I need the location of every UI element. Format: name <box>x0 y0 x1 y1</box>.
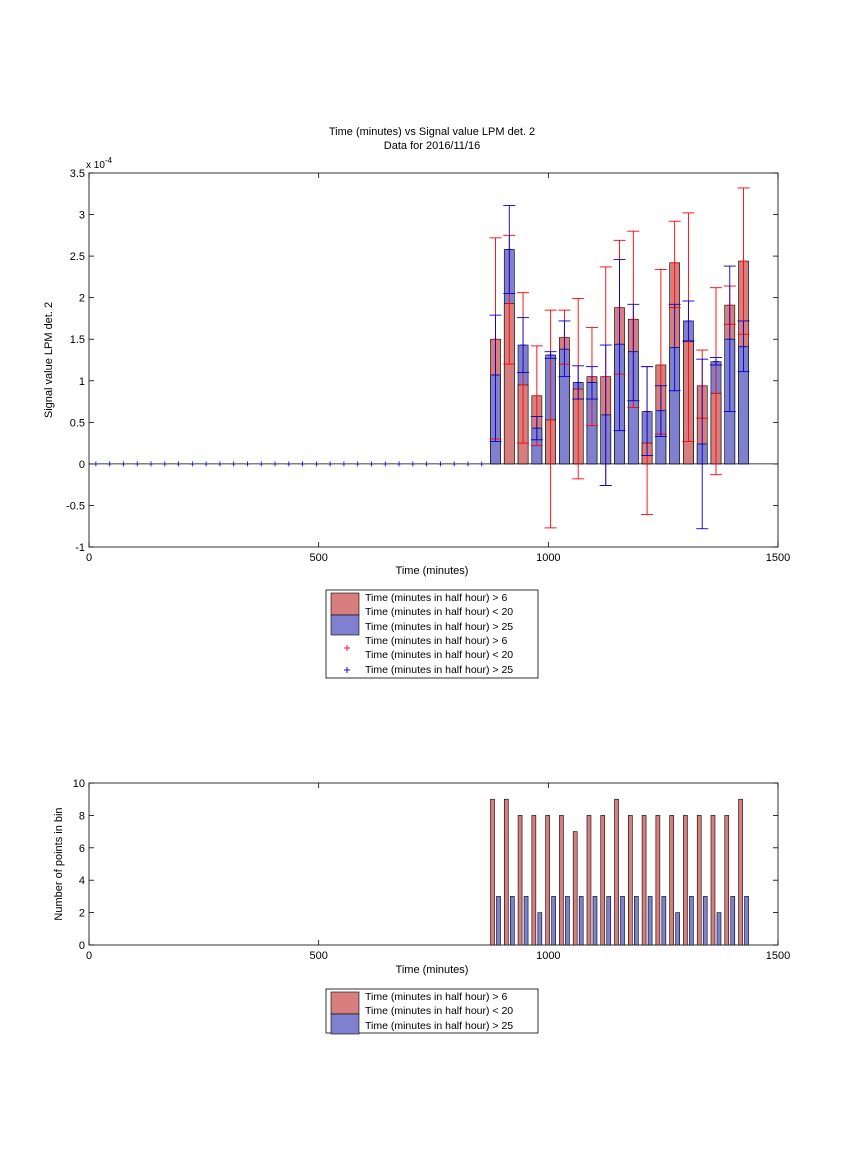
count-bar-red <box>614 798 619 946</box>
y-tick-label: 4 <box>79 875 85 887</box>
count-bar-red <box>710 815 716 946</box>
legend-label: Time (minutes in half hour) < 20 <box>365 649 513 661</box>
chart1-exponent: x 10-4 <box>86 156 113 171</box>
x-tick-label: 0 <box>86 950 92 962</box>
count-bar-blue <box>565 896 570 946</box>
x-tick-label: 1000 <box>536 950 560 962</box>
legend-box <box>325 988 539 1034</box>
y-tick-label: 3.5 <box>70 168 85 180</box>
count-bar-red <box>683 815 688 946</box>
legend-label: Time (minutes in half hour) < 20 <box>365 606 513 618</box>
count-bar-red <box>600 815 606 946</box>
count-bar-red <box>559 815 564 946</box>
legend-label: Time (minutes in half hour) > 6 <box>365 592 507 604</box>
count-bar-blue <box>523 896 529 946</box>
count-bar-red <box>545 815 550 946</box>
count-bar-blue <box>606 896 612 946</box>
legend-swatch-red <box>330 991 360 1015</box>
legend-box <box>325 589 539 679</box>
chart2-axes-box <box>88 782 779 946</box>
count-bar-red <box>724 815 730 946</box>
count-bar-blue <box>496 896 501 946</box>
legend-label: Time (minutes in half hour) > 6 <box>365 991 507 1003</box>
count-bar-red <box>517 815 523 946</box>
legend-label: Time (minutes in half hour) > 25 <box>365 1020 513 1032</box>
exponent-base: x 10 <box>86 160 105 171</box>
y-tick-label: 2 <box>79 293 85 305</box>
y-tick-label: 8 <box>79 810 85 822</box>
y-tick-label: 2.5 <box>70 251 85 263</box>
count-bar-blue <box>730 896 736 946</box>
count-bar-red <box>531 815 537 946</box>
y-tick-label: 0 <box>79 940 85 952</box>
count-bar-blue <box>744 896 749 946</box>
exponent-power: -4 <box>105 156 113 165</box>
chart2-legend: Time (minutes in half hour) > 6 Time (min… <box>325 988 539 1035</box>
count-bar-red <box>641 815 647 946</box>
y-tick-label: 2 <box>79 908 85 920</box>
legend-label: Time (minutes in half hour) > 6 <box>365 635 507 647</box>
count-bar-blue <box>716 912 722 946</box>
x-tick-label: 500 <box>309 552 327 564</box>
count-bar-blue <box>620 896 625 946</box>
legend-swatch-red <box>330 592 360 616</box>
count-bar-blue <box>675 912 680 946</box>
count-bar-red <box>503 798 509 946</box>
count-bar-red <box>655 815 661 946</box>
chart1-subtitle: Data for 2016/11/16 <box>384 140 480 152</box>
chart1-legend: Time (minutes in half hour) > 6 Time (min… <box>325 589 539 679</box>
count-bar-red <box>572 831 578 946</box>
y-tick-label: -1 <box>75 542 85 554</box>
x-tick-label: 0 <box>86 552 92 564</box>
count-bar-blue <box>509 896 515 946</box>
count-bar-blue <box>689 896 694 946</box>
count-bar-blue <box>578 896 584 946</box>
y-tick-label: 1.5 <box>70 334 85 346</box>
count-bar-red <box>586 815 592 946</box>
count-bar-blue <box>592 896 598 946</box>
x-tick-label: 1000 <box>536 552 560 564</box>
legend-swatch-blue <box>330 614 360 636</box>
chart2-ylabel: Number of points in bin <box>53 807 65 920</box>
chart2-xlabel: Time (minutes) <box>396 964 469 976</box>
legend-label: Time (minutes in half hour) < 20 <box>365 1005 513 1017</box>
chart2: 0 2 4 6 8 10 0 500 1000 1500 Time (minutes) Number … <box>53 778 790 1035</box>
chart1: Time (minutes) vs Signal value LPM det. … <box>43 126 790 679</box>
chart1-ylabel: Signal value LPM det. 2 <box>43 302 55 418</box>
legend-label: Time (minutes in half hour) > 25 <box>365 621 513 633</box>
count-bar-blue <box>702 896 708 946</box>
chart1-title: Time (minutes) vs Signal value LPM det. … <box>329 126 535 138</box>
count-bar-red <box>669 815 674 946</box>
x-tick-label: 1500 <box>766 950 790 962</box>
x-tick-label: 500 <box>309 950 327 962</box>
count-bar-blue <box>634 896 639 946</box>
count-bar-blue <box>661 896 667 946</box>
y-tick-label: 10 <box>73 778 85 790</box>
count-bar-blue <box>551 896 556 946</box>
count-bar-blue <box>537 912 543 946</box>
legend-label: Time (minutes in half hour) > 25 <box>365 664 513 676</box>
chart1-xlabel: Time (minutes) <box>396 565 469 577</box>
legend-swatch-blue <box>330 1013 360 1035</box>
y-tick-label: -0.5 <box>66 500 85 512</box>
count-bar-red <box>738 798 743 946</box>
y-tick-label: 0.5 <box>70 417 85 429</box>
chart1-axes-box <box>88 172 779 548</box>
count-bar-blue <box>647 896 653 946</box>
x-tick-label: 1500 <box>766 552 790 564</box>
count-bar-red <box>628 815 633 946</box>
count-bar-red <box>490 798 495 946</box>
y-tick-label: 1 <box>79 376 85 388</box>
y-tick-label: 0 <box>79 459 85 471</box>
y-tick-label: 3 <box>79 210 85 222</box>
count-bar-red <box>696 815 702 946</box>
y-tick-label: 6 <box>79 843 85 855</box>
